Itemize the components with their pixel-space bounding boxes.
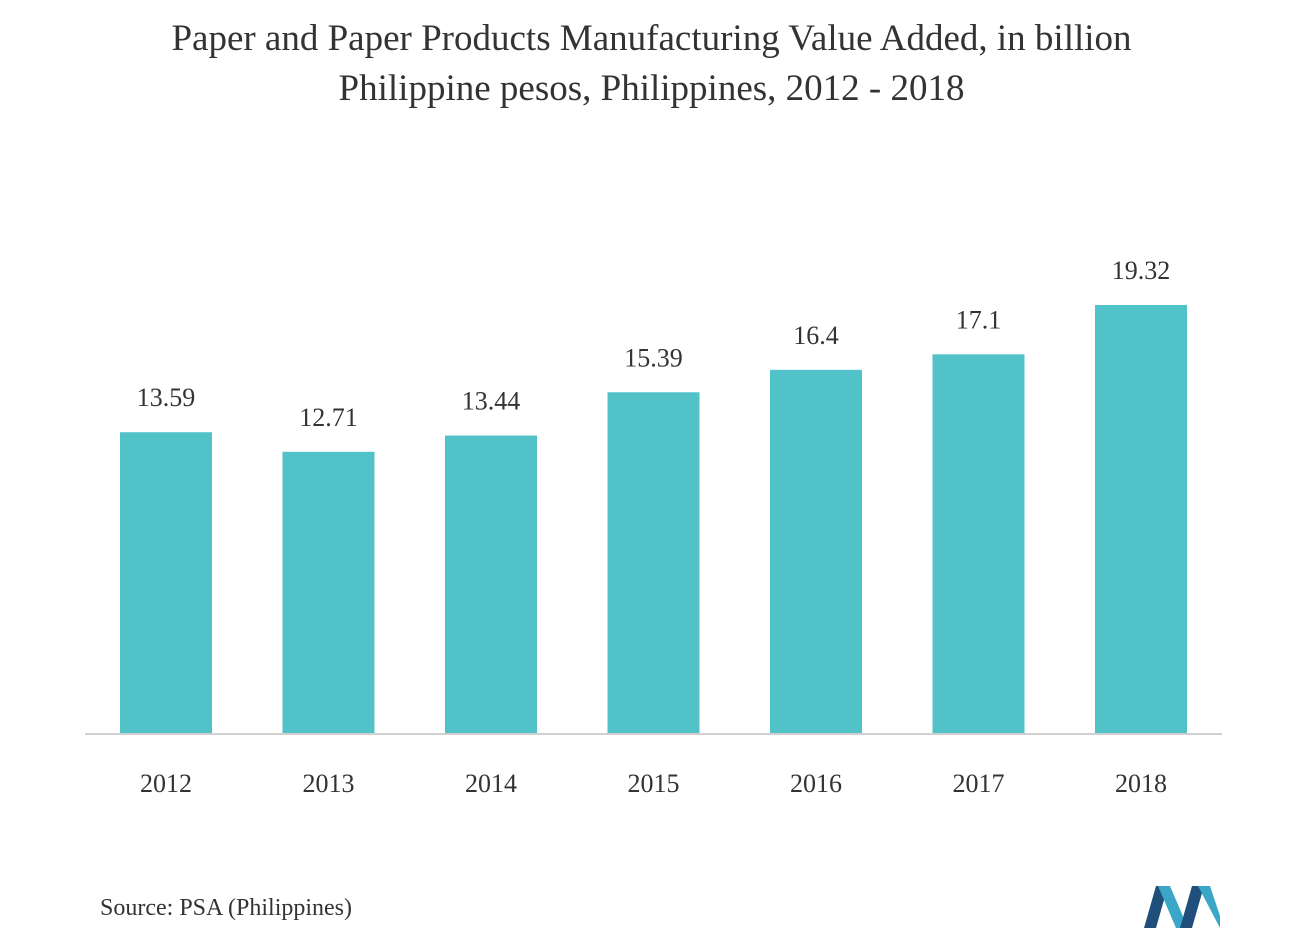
x-tick-label-2013: 2013 xyxy=(303,769,355,798)
bar-2017 xyxy=(932,354,1025,734)
x-tick-label-2014: 2014 xyxy=(465,769,517,798)
bar-2016 xyxy=(770,369,862,734)
bar-2014 xyxy=(445,435,537,734)
bars-group xyxy=(120,305,1187,734)
chart-title-line-2: Philippine pesos, Philippines, 2012 - 20… xyxy=(338,68,965,109)
chart-title-line-1: Paper and Paper Products Manufacturing V… xyxy=(171,18,1132,59)
source-note: Source: PSA (Philippines) xyxy=(100,895,353,921)
value-label-2013: 12.71 xyxy=(299,403,358,432)
value-label-2017: 17.1 xyxy=(956,305,1002,334)
x-tick-label-2017: 2017 xyxy=(953,769,1005,798)
x-tick-label-2015: 2015 xyxy=(628,769,680,798)
x-tick-labels-group: 2012 2013 2014 2015 2016 2017 2018 xyxy=(140,769,1167,798)
logo-shape-2 xyxy=(1158,886,1188,928)
logo-shape-1 xyxy=(1144,886,1168,928)
value-label-2016: 16.4 xyxy=(793,321,839,350)
x-tick-label-2012: 2012 xyxy=(140,769,192,798)
x-tick-label-2018: 2018 xyxy=(1115,769,1167,798)
logo-shape-4 xyxy=(1198,886,1220,928)
x-tick-label-2016: 2016 xyxy=(790,769,842,798)
bar-2012 xyxy=(120,432,212,734)
value-labels-group: 13.59 12.71 13.44 15.39 16.4 17.1 19.32 xyxy=(137,256,1171,432)
value-label-2014: 13.44 xyxy=(462,387,521,416)
bar-2015 xyxy=(607,392,700,734)
logo-shape-3 xyxy=(1180,886,1204,928)
mordor-intelligence-logo-icon xyxy=(1144,886,1220,928)
value-label-2018: 19.32 xyxy=(1112,256,1171,285)
value-label-2015: 15.39 xyxy=(624,343,683,372)
bar-2018 xyxy=(1095,305,1187,734)
chart-title: Paper and Paper Products Manufacturing V… xyxy=(40,14,1263,114)
value-label-2012: 13.59 xyxy=(137,383,196,412)
bar-2013 xyxy=(282,451,375,734)
